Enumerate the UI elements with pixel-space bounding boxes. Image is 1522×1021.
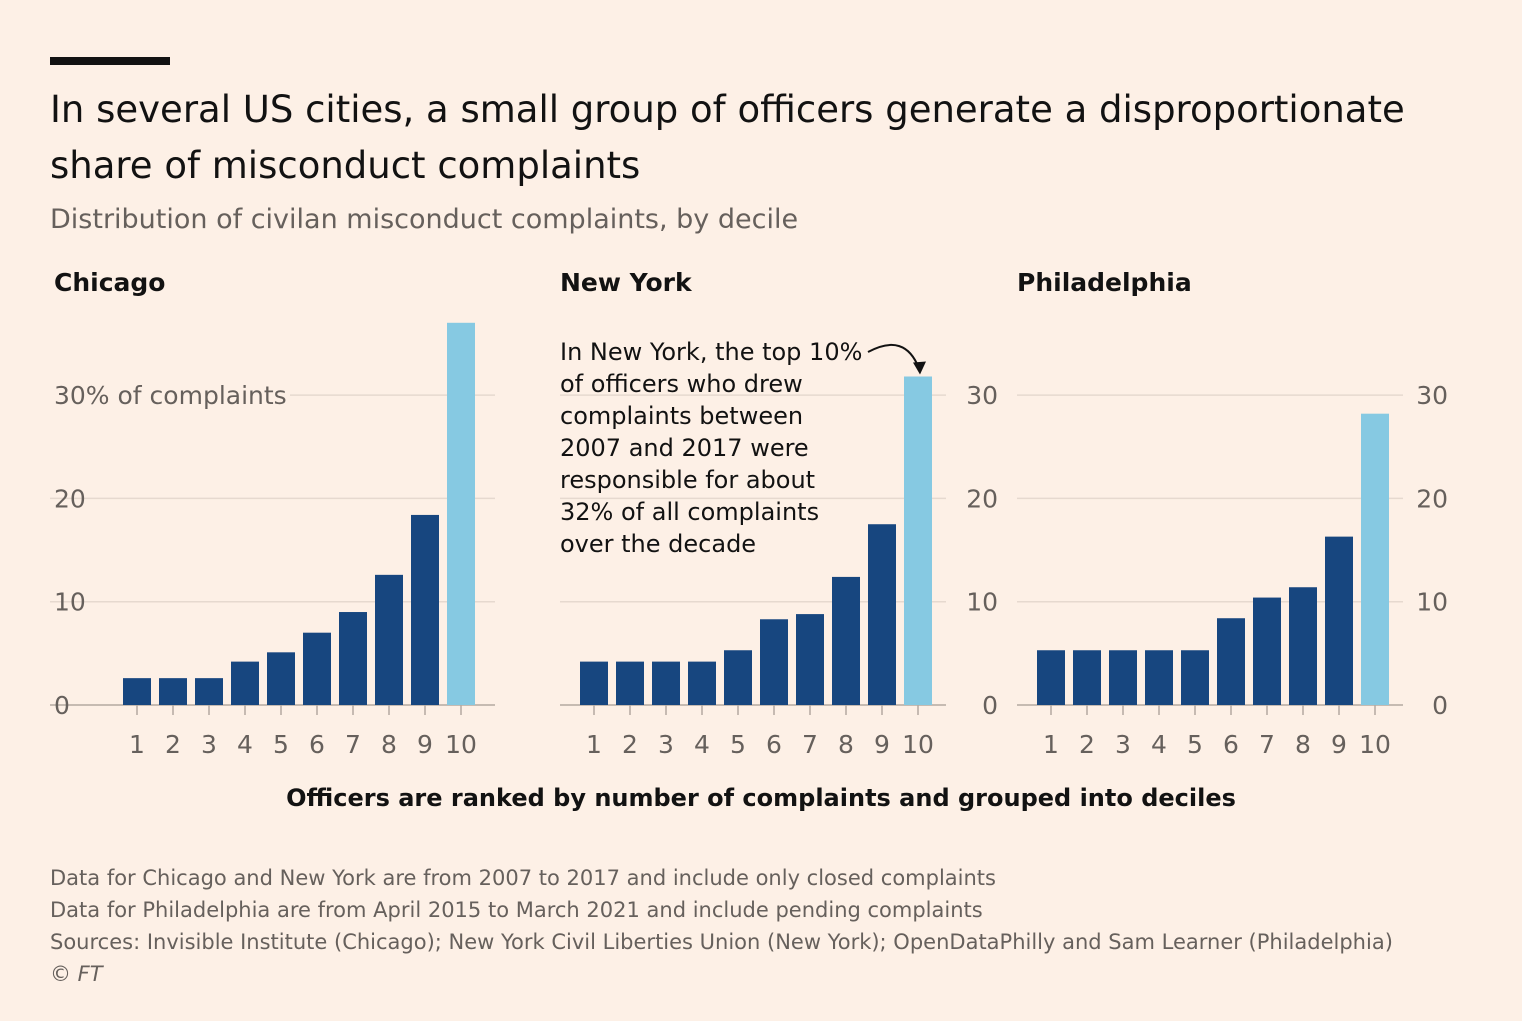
x-tick-label: 1 — [586, 730, 602, 759]
bar — [195, 678, 223, 705]
bar — [724, 650, 752, 705]
x-tick-label: 1 — [129, 730, 145, 759]
header-rule — [50, 57, 170, 65]
x-tick-label: 3 — [658, 730, 674, 759]
bar — [231, 661, 259, 705]
bar — [1073, 650, 1101, 705]
y-tick-label: 10 — [966, 588, 998, 617]
x-tick-label: 1 — [1043, 730, 1059, 759]
bar — [1325, 536, 1353, 705]
x-tick-label: 4 — [237, 730, 253, 759]
bar — [904, 376, 932, 705]
x-tick-label: 3 — [1115, 730, 1131, 759]
annotation-line: of officers who drew — [560, 370, 803, 398]
annotation-arrow — [867, 343, 920, 369]
bar — [1037, 650, 1065, 705]
note-line: Data for Philadelphia are from April 201… — [50, 898, 983, 922]
x-tick-label: 2 — [165, 730, 181, 759]
bar — [159, 678, 187, 705]
x-tick-label: 8 — [1295, 730, 1311, 759]
bar — [1361, 413, 1389, 705]
x-tick-label: 5 — [1187, 730, 1203, 759]
bar — [411, 514, 439, 705]
bar — [1181, 650, 1209, 705]
bar — [580, 661, 608, 705]
x-tick-label: 7 — [1259, 730, 1275, 759]
annotation-line: complaints between — [560, 402, 803, 430]
x-tick-label: 7 — [802, 730, 818, 759]
bar — [267, 652, 295, 705]
y-tick-label: 30 — [1416, 381, 1448, 410]
bar — [652, 661, 680, 705]
x-tick-label: 2 — [1079, 730, 1095, 759]
bar — [688, 661, 716, 705]
x-tick-label: 9 — [874, 730, 890, 759]
annotation-line: 32% of all complaints — [560, 498, 819, 526]
bar — [123, 678, 151, 705]
note-line: Sources: Invisible Institute (Chicago); … — [50, 930, 1393, 954]
x-tick-label: 5 — [730, 730, 746, 759]
x-tick-label: 10 — [445, 730, 477, 759]
x-tick-label: 5 — [273, 730, 289, 759]
bar — [375, 574, 403, 705]
x-axis-label: Officers are ranked by number of complai… — [286, 784, 1236, 812]
annotation-line: 2007 and 2017 were — [560, 434, 809, 462]
x-tick-label: 4 — [1151, 730, 1167, 759]
bar — [1145, 650, 1173, 705]
x-tick-label: 3 — [201, 730, 217, 759]
note-line: Data for Chicago and New York are from 2… — [50, 866, 996, 890]
y-tick-label: 10 — [54, 588, 86, 617]
copyright: © FT — [50, 962, 103, 986]
y-tick-label: 0 — [982, 691, 998, 720]
bar — [303, 632, 331, 705]
annotation-arrowhead — [913, 361, 926, 375]
y-tick-label: 20 — [966, 484, 998, 513]
y-tick-label: 20 — [1416, 484, 1448, 513]
bar — [796, 614, 824, 705]
bar — [339, 612, 367, 705]
x-tick-label: 6 — [309, 730, 325, 759]
chart-subtitle: Distribution of civilan misconduct compl… — [50, 204, 799, 235]
y-tick-label: 0 — [1432, 691, 1448, 720]
bar — [760, 619, 788, 705]
chart-notes: Data for Chicago and New York are from 2… — [50, 862, 1393, 990]
x-tick-label: 7 — [345, 730, 361, 759]
bar — [832, 576, 860, 705]
y-tick-label: 0 — [54, 691, 70, 720]
y-tick-label: 30% of complaints — [54, 381, 287, 410]
x-tick-label: 10 — [902, 730, 934, 759]
x-tick-label: 9 — [1331, 730, 1347, 759]
bar — [1217, 618, 1245, 705]
y-tick-label: 30 — [966, 381, 998, 410]
panel-title-philadelphia: Philadelphia — [1017, 268, 1192, 297]
x-tick-label: 9 — [417, 730, 433, 759]
bar — [1109, 650, 1137, 705]
chart-title: In several US cities, a small group of o… — [50, 88, 1405, 187]
annotation-line: over the decade — [560, 530, 756, 558]
y-tick-label: 10 — [1416, 588, 1448, 617]
annotation-line: In New York, the top 10% — [560, 338, 862, 366]
x-tick-label: 6 — [1223, 730, 1239, 759]
x-tick-label: 10 — [1359, 730, 1391, 759]
y-tick-label: 20 — [54, 484, 86, 513]
bar — [868, 524, 896, 705]
x-tick-label: 4 — [694, 730, 710, 759]
x-tick-label: 2 — [622, 730, 638, 759]
x-tick-label: 6 — [766, 730, 782, 759]
bar — [616, 661, 644, 705]
bar — [1253, 597, 1281, 705]
annotation-line: responsible for about — [560, 466, 815, 494]
panel-title-chicago: Chicago — [54, 268, 166, 297]
x-tick-label: 8 — [381, 730, 397, 759]
bar — [1289, 587, 1317, 705]
panel-title-new-york: New York — [560, 268, 692, 297]
x-tick-label: 8 — [838, 730, 854, 759]
bar — [447, 322, 475, 705]
